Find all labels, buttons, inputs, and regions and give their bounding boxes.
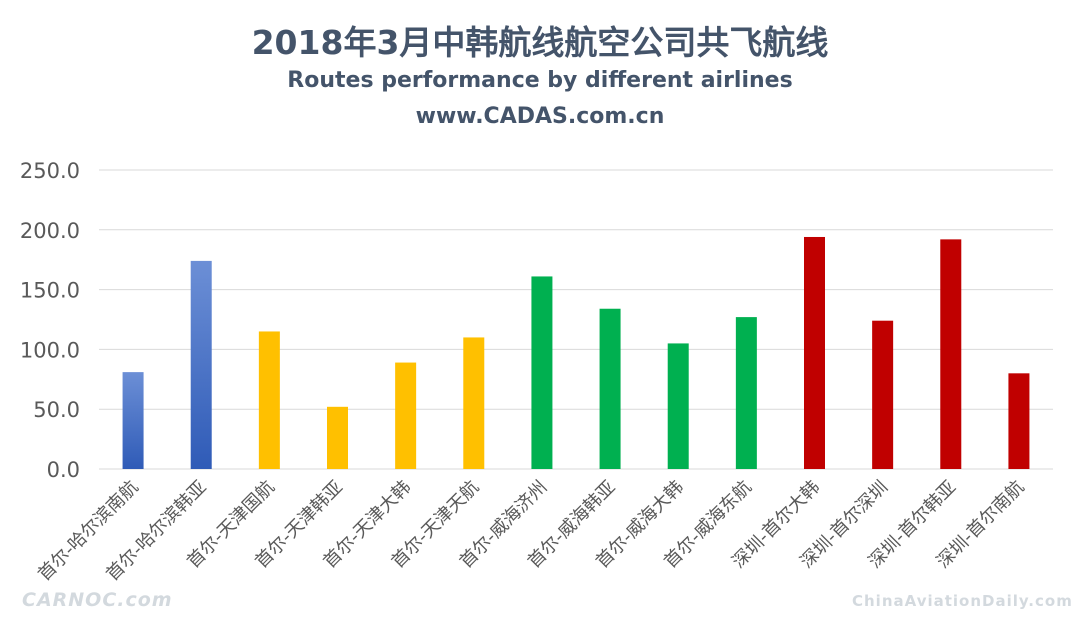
y-tick-label: 100.0	[20, 338, 80, 362]
bar	[599, 308, 621, 469]
bar	[122, 372, 144, 469]
y-tick-label: 200.0	[20, 219, 80, 243]
source-website: www.CADAS.com.cn	[415, 104, 665, 129]
bar	[258, 331, 280, 469]
bar	[395, 362, 417, 469]
bars	[122, 236, 1030, 469]
bar	[190, 260, 212, 469]
y-tick-label: 50.0	[33, 398, 80, 422]
bar	[463, 337, 485, 469]
y-tick-label: 150.0	[20, 279, 80, 303]
y-tick-label: 250.0	[20, 159, 80, 183]
bar	[531, 276, 553, 469]
bar	[872, 320, 894, 469]
bar	[667, 343, 689, 469]
watermark-chinaaviationdaily: ChinaAviationDaily.com	[852, 592, 1073, 610]
x-axis-ticks: 首尔-哈尔滨南航首尔-哈尔滨韩亚首尔-天津国航首尔-天津韩亚首尔-天津大韩首尔-…	[34, 477, 1028, 586]
chart-subtitle: Routes performance by different airlines	[287, 68, 793, 93]
bar	[735, 317, 757, 469]
y-tick-label: 0.0	[47, 458, 80, 482]
watermark-carnoc: CARNOC.com	[22, 589, 173, 611]
bar	[1008, 373, 1030, 469]
y-axis-ticks: 0.0 50.0 100.0 150.0 200.0 250.0	[20, 159, 80, 482]
bar	[804, 236, 825, 469]
bar	[940, 239, 962, 469]
gridlines	[99, 169, 1053, 470]
chart-title: 2018年3月中韩航线航空公司共飞航线	[251, 23, 829, 62]
bar	[327, 406, 348, 469]
